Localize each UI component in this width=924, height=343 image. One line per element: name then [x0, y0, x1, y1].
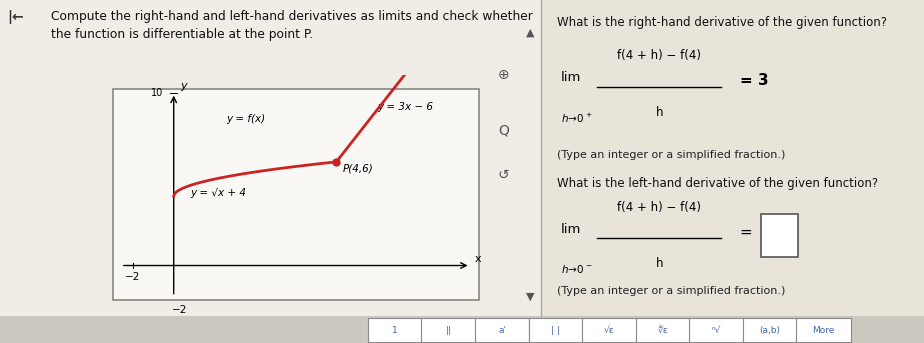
Text: What is the right-hand derivative of the given function?: What is the right-hand derivative of the…	[557, 16, 887, 29]
Text: $h\!\to\!0^+$: $h\!\to\!0^+$	[561, 111, 592, 125]
Text: ⁿ√: ⁿ√	[711, 326, 722, 335]
Text: ▲: ▲	[526, 27, 535, 37]
Text: h: h	[655, 257, 663, 270]
Text: a': a'	[498, 326, 506, 335]
Text: (Type an integer or a simplified fraction.): (Type an integer or a simplified fractio…	[557, 150, 785, 160]
Text: ▼: ▼	[526, 292, 535, 302]
Text: ⊕: ⊕	[498, 69, 509, 82]
Text: √ε: √ε	[604, 326, 614, 335]
Text: ↺: ↺	[498, 168, 509, 182]
Text: lim: lim	[561, 223, 581, 236]
Text: |←: |←	[7, 10, 24, 24]
Text: y = 3x − 6: y = 3x − 6	[377, 102, 433, 111]
Text: | |: | |	[552, 326, 560, 335]
Text: y = f(x): y = f(x)	[226, 114, 266, 124]
Text: lim: lim	[561, 71, 581, 84]
Text: Q: Q	[498, 123, 509, 137]
Text: f(4 + h) − f(4): f(4 + h) − f(4)	[617, 201, 701, 214]
Text: P(4,6): P(4,6)	[343, 164, 373, 174]
Text: f(4 + h) − f(4): f(4 + h) − f(4)	[617, 49, 701, 62]
Text: What is the left-hand derivative of the given function?: What is the left-hand derivative of the …	[557, 177, 878, 190]
Text: ∜ε: ∜ε	[658, 326, 668, 335]
Text: ||: ||	[445, 326, 452, 335]
Text: y = √x + 4: y = √x + 4	[190, 188, 246, 198]
Text: y: y	[180, 81, 187, 91]
Text: 1: 1	[392, 326, 398, 335]
Text: x: x	[475, 254, 481, 264]
Text: 10: 10	[152, 88, 164, 98]
Text: Compute the right-hand and left-hand derivatives as limits and check whether
the: Compute the right-hand and left-hand der…	[51, 10, 533, 41]
Text: = 3: = 3	[739, 73, 768, 88]
Text: (Type an integer or a simplified fraction.): (Type an integer or a simplified fractio…	[557, 286, 785, 296]
Text: (a,b): (a,b)	[760, 326, 781, 335]
Text: −2: −2	[172, 305, 188, 315]
Text: =: =	[739, 225, 752, 240]
Text: −2: −2	[126, 272, 140, 282]
Text: $h\!\to\!0^-$: $h\!\to\!0^-$	[561, 263, 592, 275]
Text: More: More	[812, 326, 835, 335]
Text: h: h	[655, 106, 663, 119]
